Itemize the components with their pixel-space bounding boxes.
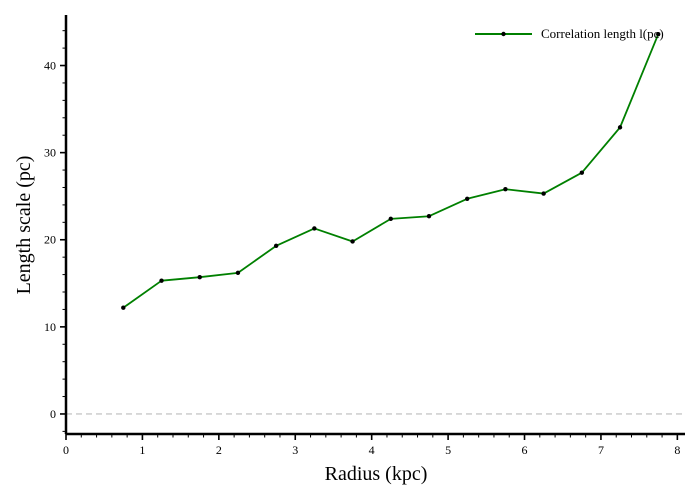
legend: Correlation length l(pc) <box>475 26 664 41</box>
data-point <box>617 125 623 130</box>
y-axis-label: Length scale (pc) <box>13 156 35 295</box>
x-tick-label: 5 <box>445 443 451 457</box>
data-point <box>159 278 164 283</box>
y-tick-label: 0 <box>50 407 56 421</box>
legend-marker-swatch <box>501 31 506 37</box>
y-tick-label: 10 <box>44 320 56 334</box>
data-point <box>121 305 126 310</box>
axes-layer <box>64 15 685 436</box>
x-tick-label: 1 <box>139 443 145 457</box>
x-tick-label: 8 <box>674 443 680 457</box>
data-point <box>350 239 355 244</box>
x-tick-label: 7 <box>598 443 604 457</box>
x-tick-label: 4 <box>369 443 375 457</box>
x-axis-label: Radius (kpc) <box>325 463 428 485</box>
ticks-layer: 0 1 2 3 4 5 6 7 8 0 10 20 30 40 <box>44 30 680 457</box>
series-layer <box>121 31 661 310</box>
x-tick-label: 3 <box>292 443 298 457</box>
data-point <box>541 191 546 196</box>
data-point <box>388 216 393 222</box>
y-tick-label: 40 <box>44 59 56 73</box>
data-point <box>273 243 279 249</box>
data-point <box>579 170 585 175</box>
data-point <box>503 187 508 192</box>
x-tick-label: 0 <box>63 443 69 457</box>
data-point <box>465 196 470 202</box>
y-tick-label: 20 <box>44 233 56 247</box>
y-tick-label: 30 <box>44 146 56 160</box>
x-tick-label: 2 <box>216 443 222 457</box>
data-point <box>656 31 661 37</box>
data-point <box>235 270 241 276</box>
data-point <box>426 214 432 219</box>
legend-label: Correlation length l(pc) <box>541 26 664 41</box>
data-point <box>197 275 202 280</box>
data-point <box>312 226 317 231</box>
x-tick-label: 6 <box>522 443 528 457</box>
